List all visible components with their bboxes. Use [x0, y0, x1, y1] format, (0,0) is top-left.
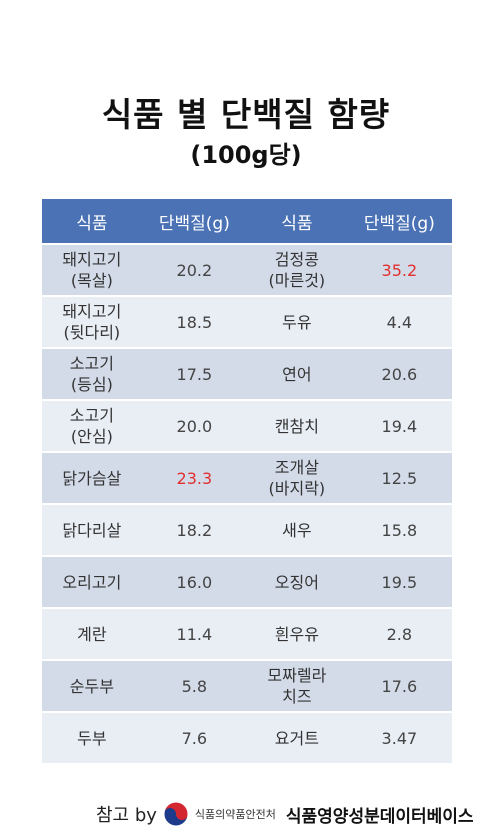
food-name: 캔참치 [274, 416, 319, 436]
table-row: 닭가슴살 23.3 조개살 (바지락) 12.5 [42, 453, 452, 503]
food-name: 요거트 [274, 728, 319, 748]
agency-name: 식품의약품안전처 [194, 808, 276, 821]
protein-value-cell: 18.2 [141, 505, 247, 555]
table-row: 계란 11.4 흰우유 2.8 [42, 609, 452, 659]
food-name-cell: 소고기 (안심) [42, 401, 142, 451]
food-detail: (바지락) [268, 479, 326, 498]
food-name-cell: 닭가슴살 [42, 453, 142, 503]
food-name-cell: 순두부 [42, 661, 142, 711]
food-name-cell: 두유 [246, 297, 347, 347]
table-row: 두부 7.6 요거트 3.47 [42, 713, 452, 763]
table-row: 돼지고기 (목살) 20.2 검정콩 (마른것) 35.2 [42, 245, 452, 295]
food-name-cell: 오징어 [246, 557, 347, 607]
food-name: 두유 [282, 312, 312, 332]
protein-value-cell: 17.5 [141, 349, 247, 399]
protein-value-cell: 19.5 [346, 557, 452, 607]
protein-value-cell: 35.2 [346, 245, 452, 295]
header-food-1: 식품 [42, 199, 142, 243]
protein-value-cell: 11.4 [141, 609, 247, 659]
header-protein-2: 단백질(g) [346, 199, 452, 243]
protein-value-cell: 19.4 [346, 401, 452, 451]
protein-value-cell: 3.47 [346, 713, 452, 763]
page-title: 식품 별 단백질 함량 [101, 95, 391, 134]
page-subtitle: (100g당) [190, 141, 302, 169]
food-name-cell: 오리고기 [42, 557, 142, 607]
food-name-cell: 두부 [42, 713, 142, 763]
food-name-cell: 캔참치 [246, 401, 347, 451]
header-food-2: 식품 [246, 199, 347, 243]
food-name: 돼지고기 [62, 302, 122, 321]
food-name: 검정콩 [274, 250, 319, 269]
food-name: 돼지고기 [62, 250, 122, 269]
food-name: 순두부 [69, 676, 114, 696]
food-name: 연어 [282, 364, 312, 384]
food-name: 모짜렐라 [267, 666, 327, 685]
table-row: 순두부 5.8 모짜렐라 치즈 17.6 [42, 661, 452, 711]
protein-value-cell: 18.5 [141, 297, 247, 347]
table-row: 소고기 (안심) 20.0 캔참치 19.4 [42, 401, 452, 451]
reference-label: 참고 by [96, 805, 157, 826]
food-name: 소고기 [69, 354, 114, 373]
food-name-cell: 요거트 [246, 713, 347, 763]
food-name: 조개살 [274, 458, 319, 477]
food-name-cell: 돼지고기 (뒷다리) [42, 297, 142, 347]
header-protein-1: 단백질(g) [141, 199, 247, 243]
table-body: 돼지고기 (목살) 20.2 검정콩 (마른것) 35.2 돼지고기 (뒷다리) 18.5 두유 4… [42, 245, 452, 763]
food-name: 계란 [77, 624, 107, 644]
protein-value-cell: 15.8 [346, 505, 452, 555]
table-row: 돼지고기 (뒷다리) 18.5 두유 4.4 [42, 297, 452, 347]
protein-value-cell: 23.3 [141, 453, 247, 503]
protein-value-cell: 7.6 [141, 713, 247, 763]
protein-value-cell: 2.8 [346, 609, 452, 659]
protein-value-cell: 4.4 [346, 297, 452, 347]
protein-value-cell: 20.0 [141, 401, 247, 451]
protein-value-cell: 16.0 [141, 557, 247, 607]
government-taegeuk-logo-icon [163, 801, 189, 827]
food-name-cell: 돼지고기 (목살) [42, 245, 142, 295]
table-row: 닭다리살 18.2 새우 15.8 [42, 505, 452, 555]
food-name: 흰우유 [274, 624, 319, 644]
food-name: 두부 [77, 728, 107, 748]
food-detail: (마른것) [268, 271, 326, 290]
food-detail: 치즈 [282, 687, 312, 706]
table-row: 소고기 (등심) 17.5 연어 20.6 [42, 349, 452, 399]
food-detail: (안심) [70, 427, 113, 446]
food-name-cell: 닭다리살 [42, 505, 142, 555]
protein-value-cell: 12.5 [346, 453, 452, 503]
food-name-cell: 계란 [42, 609, 142, 659]
food-name-cell: 소고기 (등심) [42, 349, 142, 399]
protein-value-cell: 5.8 [141, 661, 247, 711]
food-name-cell: 새우 [246, 505, 347, 555]
food-name-cell: 검정콩 (마른것) [246, 245, 347, 295]
table-header-row: 식품 단백질(g) 식품 단백질(g) [42, 199, 452, 243]
food-detail: (뒷다리) [63, 323, 121, 342]
food-detail: (목살) [70, 271, 113, 290]
food-name-cell: 흰우유 [246, 609, 347, 659]
protein-table: 식품 단백질(g) 식품 단백질(g) 돼지고기 (목살) 20.2 검정콩 (마른것)… [42, 197, 452, 765]
database-name: 식품영양성분데이터베이스 [285, 806, 474, 827]
protein-value-cell: 17.6 [346, 661, 452, 711]
food-name: 닭다리살 [62, 520, 122, 540]
food-name: 새우 [282, 520, 312, 540]
protein-value-cell: 20.6 [346, 349, 452, 399]
food-name: 오징어 [274, 572, 319, 592]
food-name: 소고기 [69, 406, 114, 425]
food-name: 오리고기 [62, 572, 122, 592]
food-name-cell: 조개살 (바지락) [246, 453, 347, 503]
food-name: 닭가슴살 [62, 468, 122, 488]
source-footer: 참고 by 식품의약품안전처 식품영양성분데이터베이스 [96, 797, 476, 831]
protein-value-cell: 20.2 [141, 245, 247, 295]
food-name-cell: 연어 [246, 349, 347, 399]
food-detail: (등심) [70, 375, 113, 394]
table-row: 오리고기 16.0 오징어 19.5 [42, 557, 452, 607]
